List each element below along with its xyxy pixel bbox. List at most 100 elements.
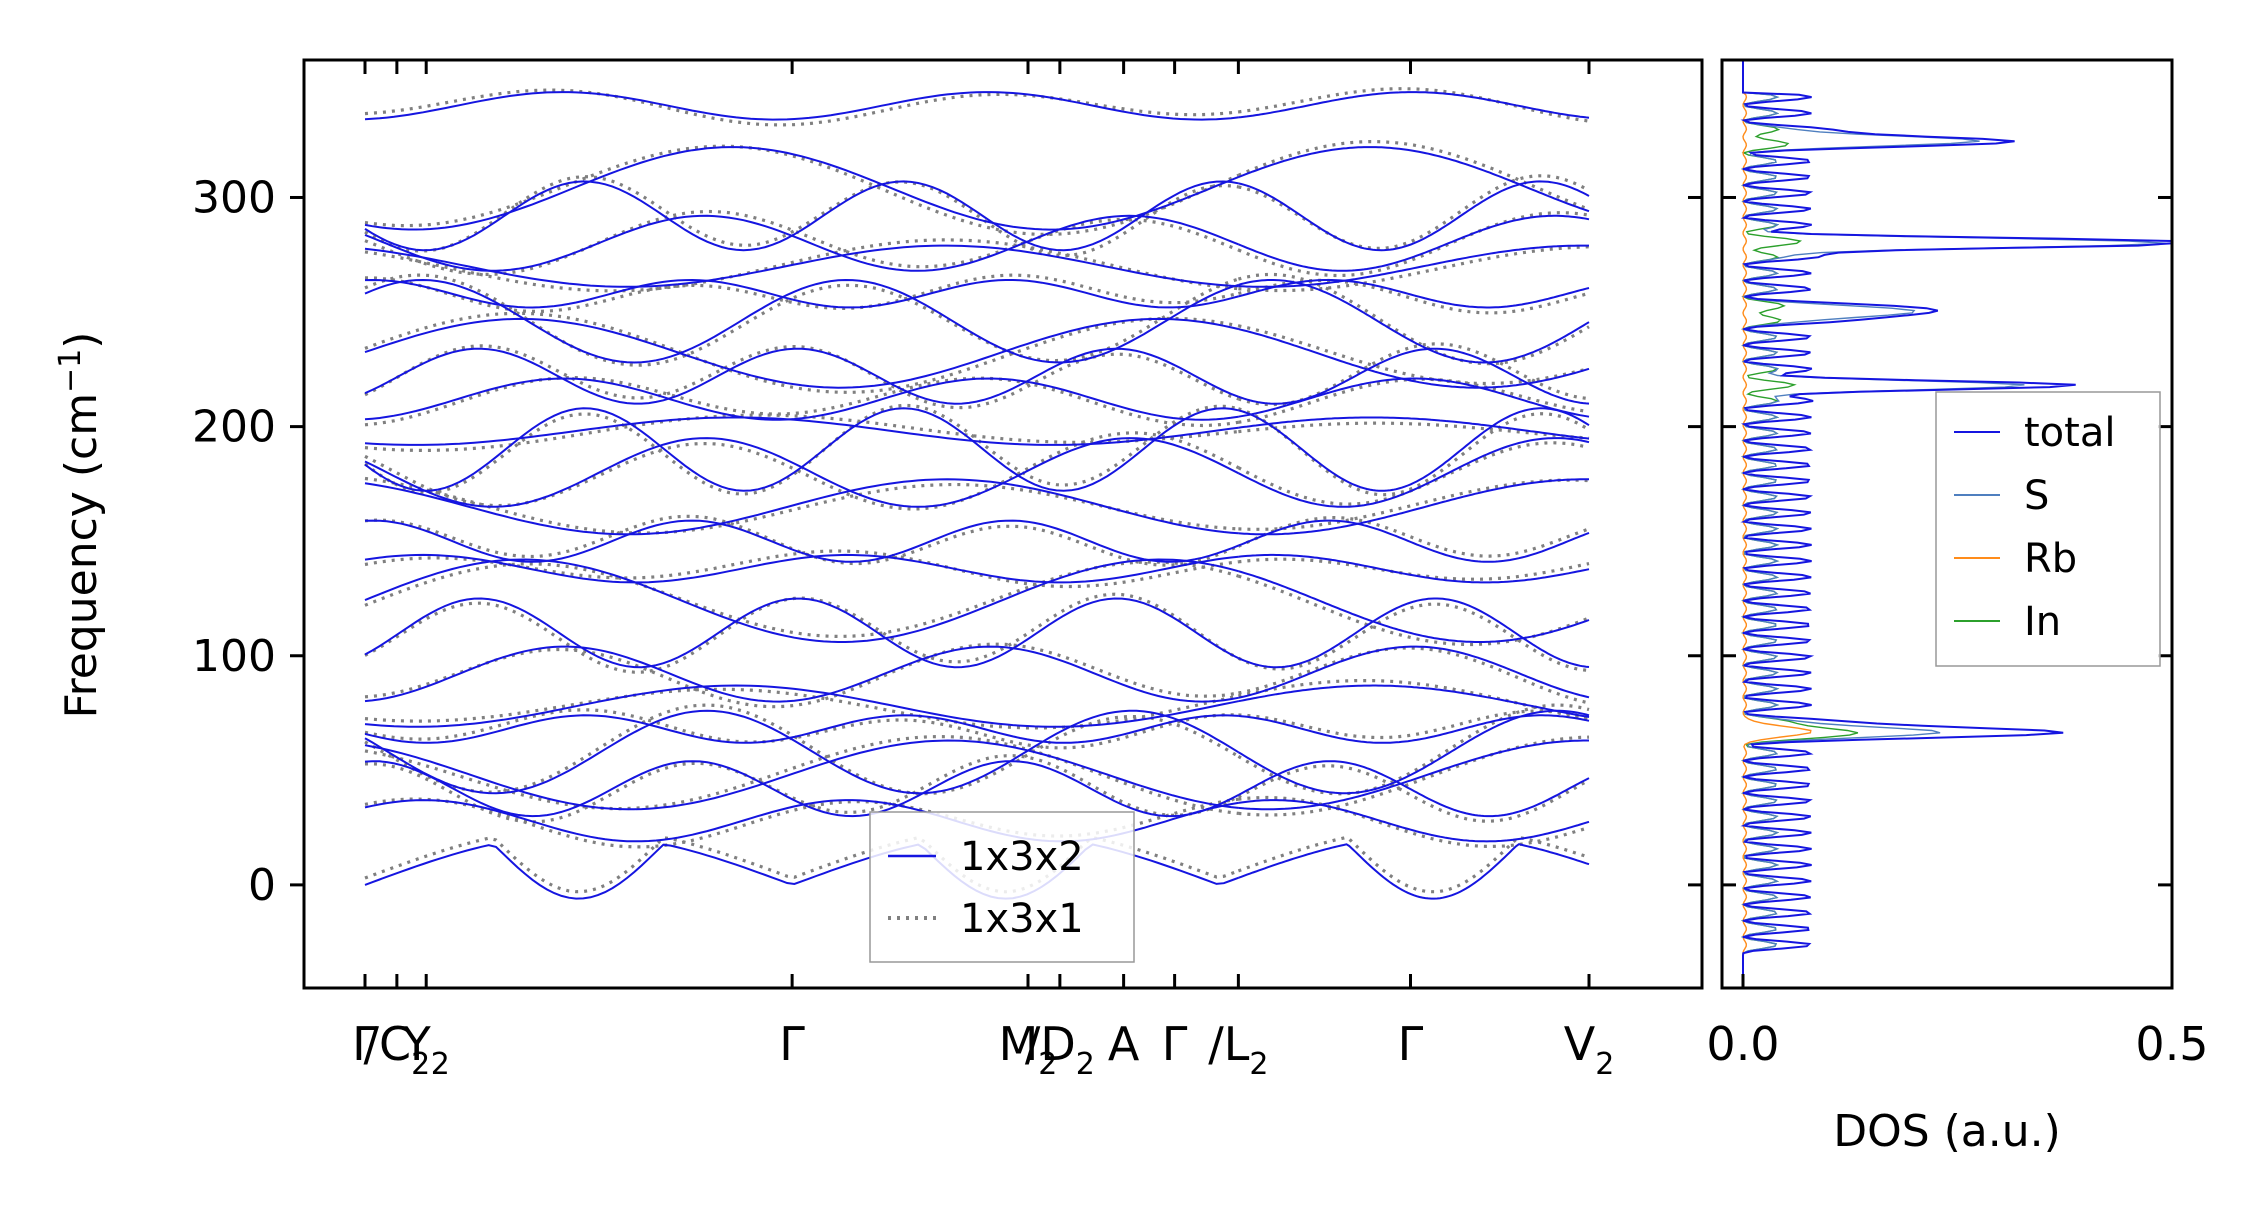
band-line-1x3x1 xyxy=(1237,703,1590,796)
band-line-1x3x2 xyxy=(1238,714,1590,744)
band-line-1x3x1 xyxy=(1237,441,1590,506)
band-line-1x3x2 xyxy=(1238,684,1590,718)
band-line-1x3x2 xyxy=(1238,279,1590,309)
band-line-1x3x2 xyxy=(1238,478,1589,536)
band-line-1x3x1 xyxy=(1238,795,1590,848)
band-line-1x3x2 xyxy=(364,709,1239,795)
band-line-1x3x2 xyxy=(364,347,1239,405)
band-line-1x3x2 xyxy=(364,553,1239,584)
band-line-1x3x1 xyxy=(364,311,1239,394)
band-line-1x3x2 xyxy=(364,278,1239,309)
band-line-1x3x2 xyxy=(364,684,1239,728)
band-line-1x3x1 xyxy=(364,344,1239,410)
band-line-1x3x2 xyxy=(1238,645,1590,699)
dos-ticks: 0.0 0.5 xyxy=(1706,974,2209,1071)
band-line-1x3x1 xyxy=(1238,377,1590,424)
x-tick-label: A xyxy=(1108,1017,1140,1071)
y-tick-label: 200 xyxy=(192,402,276,453)
band-line-1x3x1 xyxy=(1238,478,1590,531)
legend-box xyxy=(869,811,1135,963)
band-yticks: 0 100 200 300 xyxy=(192,172,2172,911)
legend-label: 1x3x1 xyxy=(960,896,1084,942)
band-line-1x3x2 xyxy=(364,416,1239,446)
y-axis-label: Frequency (cm−1) xyxy=(53,332,107,719)
dos-x-tick-label: 0.5 xyxy=(2135,1017,2208,1071)
band-line-1x3x2 xyxy=(364,739,1239,811)
band-line-1x3x2 xyxy=(364,146,1239,231)
band-line-1x3x1 xyxy=(1237,764,1590,823)
band-line-1x3x2 xyxy=(1238,843,1590,900)
band-line-1x3x1 xyxy=(1238,709,1590,740)
band-line-1x3x2 xyxy=(364,278,1239,364)
x-tick-label: Γ xyxy=(1398,1017,1424,1071)
band-line-1x3x1 xyxy=(1237,516,1590,558)
x-tick-label: M2 xyxy=(999,1017,1058,1082)
band-line-1x3x2 xyxy=(364,597,1239,669)
dos-legend-label: S xyxy=(2024,473,2049,519)
band-line-1x3x1 xyxy=(364,88,1239,127)
band-line-1x3x1 xyxy=(1237,835,1590,894)
band-line-1x3x2 xyxy=(364,478,1239,536)
band-line-1x3x2 xyxy=(1238,739,1589,811)
band-line-1x3x2 xyxy=(1237,760,1590,818)
band-line-1x3x2 xyxy=(1237,597,1590,669)
band-line-1x3x2 xyxy=(364,437,1239,508)
band-line-1x3x1 xyxy=(364,175,1239,258)
dos-line-total xyxy=(1740,60,2173,988)
dos-x-tick-label: 0.0 xyxy=(1706,1017,1779,1071)
x-tick-label: /D2 xyxy=(1025,1017,1095,1082)
band-line-1x3x1 xyxy=(364,238,1239,293)
band-line-1x3x1 xyxy=(1238,421,1590,440)
band-line-1x3x1 xyxy=(364,476,1239,535)
band-line-1x3x2 xyxy=(1238,180,1590,252)
band-line-1x3x2 xyxy=(1238,328,1590,389)
band-line-1x3x2 xyxy=(364,645,1239,703)
x-tick-label: /L2 xyxy=(1208,1017,1268,1082)
band-line-1x3x1 xyxy=(1238,174,1590,250)
band-line-1x3x1 xyxy=(1237,602,1590,672)
x-tick-label: /C2 xyxy=(364,1017,431,1082)
band-line-1x3x2 xyxy=(1238,407,1590,492)
band-line-1x3x2 xyxy=(364,714,1239,744)
band-line-1x3x2 xyxy=(364,317,1239,389)
band-line-1x3x1 xyxy=(364,209,1240,277)
band-line-1x3x2 xyxy=(1238,347,1590,405)
band-line-1x3x1 xyxy=(364,708,1239,750)
x-tick-label: Y2 xyxy=(402,1017,450,1082)
band-line-1x3x2 xyxy=(364,377,1239,421)
dos-legend: total S Rb In xyxy=(1935,391,2161,667)
band-line-1x3x2 xyxy=(1238,799,1590,843)
band-line-1x3x1 xyxy=(364,703,1240,796)
band-line-1x3x1 xyxy=(364,273,1239,313)
dos-legend-label: total xyxy=(2024,410,2115,456)
band-line-1x3x2 xyxy=(364,760,1239,818)
band-line-1x3x2 xyxy=(364,91,1239,121)
x-tick-label: Γ xyxy=(1162,1017,1188,1071)
band-line-1x3x2 xyxy=(364,214,1239,272)
dos-line-rb xyxy=(1742,60,1812,988)
band-line-1x3x1 xyxy=(364,687,1239,730)
band-line-1x3x1 xyxy=(1238,278,1590,315)
x-tick-label: Γ xyxy=(352,1017,378,1071)
band-line-1x3x2 xyxy=(1238,570,1590,643)
y-tick-label: 100 xyxy=(192,631,276,682)
band-line-1x3x1 xyxy=(364,273,1239,367)
band-line-1x3x2 xyxy=(1237,437,1590,508)
dos-axes-frame xyxy=(1720,58,2174,990)
dos-legend-label: Rb xyxy=(2024,536,2077,582)
band-line-1x3x2 xyxy=(364,407,1239,492)
band-line-1x3x2 xyxy=(1238,244,1589,288)
band-line-1x3x1 xyxy=(364,754,1240,824)
band-line-1x3x1 xyxy=(1238,646,1590,705)
x-tick-label: Γ xyxy=(779,1017,805,1071)
x-axis-label: DOS (a.u.) xyxy=(1833,1106,2061,1157)
band-line-1x3x2 xyxy=(364,244,1239,288)
band-line-1x3x2 xyxy=(1238,146,1590,213)
band-line-1x3x2 xyxy=(1238,519,1590,563)
band-line-1x3x2 xyxy=(1238,377,1590,418)
band-axes-frame xyxy=(302,58,1704,990)
band-line-1x3x1 xyxy=(1238,324,1590,386)
band-line-1x3x1 xyxy=(1237,211,1590,278)
